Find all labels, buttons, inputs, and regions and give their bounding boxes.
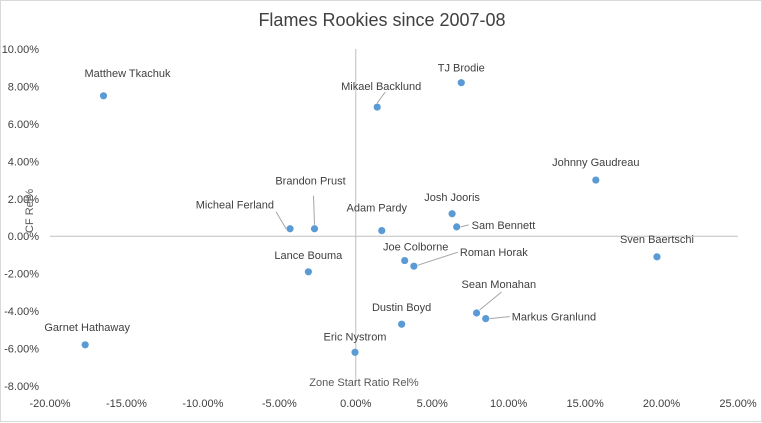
data-point bbox=[453, 223, 461, 231]
leader-line bbox=[460, 224, 469, 228]
leader-line bbox=[479, 291, 502, 311]
point-labels: Matthew Tkachuk Mikael Backlund TJ Brodie J… bbox=[44, 63, 694, 344]
data-point bbox=[448, 210, 456, 218]
point-label: TJ Brodie bbox=[438, 63, 485, 75]
point-label: Matthew Tkachuk bbox=[85, 68, 172, 80]
x-tick-label: 20.00% bbox=[643, 398, 681, 410]
point-label: Sean Monahan bbox=[462, 279, 537, 291]
x-tick-label: -15.00% bbox=[106, 398, 147, 410]
point-label: Adam Pardy bbox=[347, 203, 408, 215]
data-point bbox=[410, 262, 418, 270]
point-label: Sam Bennett bbox=[472, 220, 536, 232]
data-point bbox=[653, 253, 661, 261]
leader-line bbox=[489, 316, 510, 320]
data-point bbox=[351, 348, 359, 356]
data-point bbox=[304, 268, 312, 276]
point-label: Eric Nystrom bbox=[324, 331, 387, 343]
data-point bbox=[373, 103, 381, 111]
point-label: Johnny Gaudreau bbox=[552, 157, 639, 169]
data-point bbox=[286, 225, 294, 233]
data-point bbox=[81, 341, 89, 349]
point-label: Brandon Prust bbox=[275, 176, 345, 188]
leader-line bbox=[312, 195, 315, 225]
data-points bbox=[81, 79, 661, 356]
point-label: Lance Bouma bbox=[274, 250, 343, 262]
data-point bbox=[457, 79, 465, 87]
leader-line bbox=[275, 211, 287, 229]
data-point bbox=[310, 225, 319, 233]
y-tick-label: -8.00% bbox=[4, 381, 39, 393]
x-tick-label: 15.00% bbox=[566, 398, 604, 410]
point-label: Josh Jooris bbox=[424, 192, 480, 204]
data-point bbox=[99, 92, 108, 100]
y-tick-label: -2.00% bbox=[4, 269, 39, 281]
point-label: Mikael Backlund bbox=[341, 81, 421, 93]
leader-lines bbox=[275, 91, 510, 320]
y-axis-label: CF Rel% bbox=[24, 189, 36, 233]
chart-title: Flames Rookies since 2007-08 bbox=[258, 10, 506, 30]
axes: -20.00% -15.00% -10.00% -5.00% 0.00% 5.00% 10.… bbox=[2, 44, 757, 410]
point-label: Joe Colborne bbox=[383, 242, 448, 254]
y-tick-label: 4.00% bbox=[8, 156, 39, 168]
y-tick-label: 10.00% bbox=[2, 44, 40, 56]
data-point bbox=[401, 256, 409, 265]
point-label: Roman Horak bbox=[460, 247, 528, 259]
x-tick-label: -20.00% bbox=[30, 398, 71, 410]
data-point bbox=[378, 227, 386, 235]
data-point bbox=[398, 320, 406, 328]
y-tick-label: 8.00% bbox=[8, 81, 39, 93]
data-point bbox=[472, 309, 481, 317]
leader-line bbox=[376, 91, 386, 104]
y-tick-label: 6.00% bbox=[8, 119, 39, 131]
y-tick-label: 0.00% bbox=[8, 231, 39, 243]
x-axis-label: Zone Start Ratio Rel% bbox=[309, 377, 419, 389]
data-point bbox=[482, 315, 490, 323]
leader-line bbox=[417, 251, 459, 266]
y-tick-label: -4.00% bbox=[4, 306, 39, 318]
point-label: Dustin Boyd bbox=[372, 302, 431, 314]
y-tick-label: -6.00% bbox=[4, 344, 39, 356]
point-label: Sven Baertschi bbox=[620, 234, 694, 246]
point-label: Micheal Ferland bbox=[196, 200, 274, 212]
x-tick-label: 0.00% bbox=[340, 398, 371, 410]
x-tick-label: 10.00% bbox=[490, 398, 528, 410]
point-label: Garnet Hathaway bbox=[44, 322, 130, 334]
x-tick-label: 25.00% bbox=[719, 398, 757, 410]
x-tick-label: -10.00% bbox=[182, 398, 223, 410]
point-label: Markus Granlund bbox=[512, 312, 596, 324]
x-tick-label: -5.00% bbox=[262, 398, 297, 410]
data-point bbox=[592, 176, 600, 184]
y-tick-label: 2.00% bbox=[8, 194, 39, 206]
x-tick-label: 5.00% bbox=[417, 398, 448, 410]
